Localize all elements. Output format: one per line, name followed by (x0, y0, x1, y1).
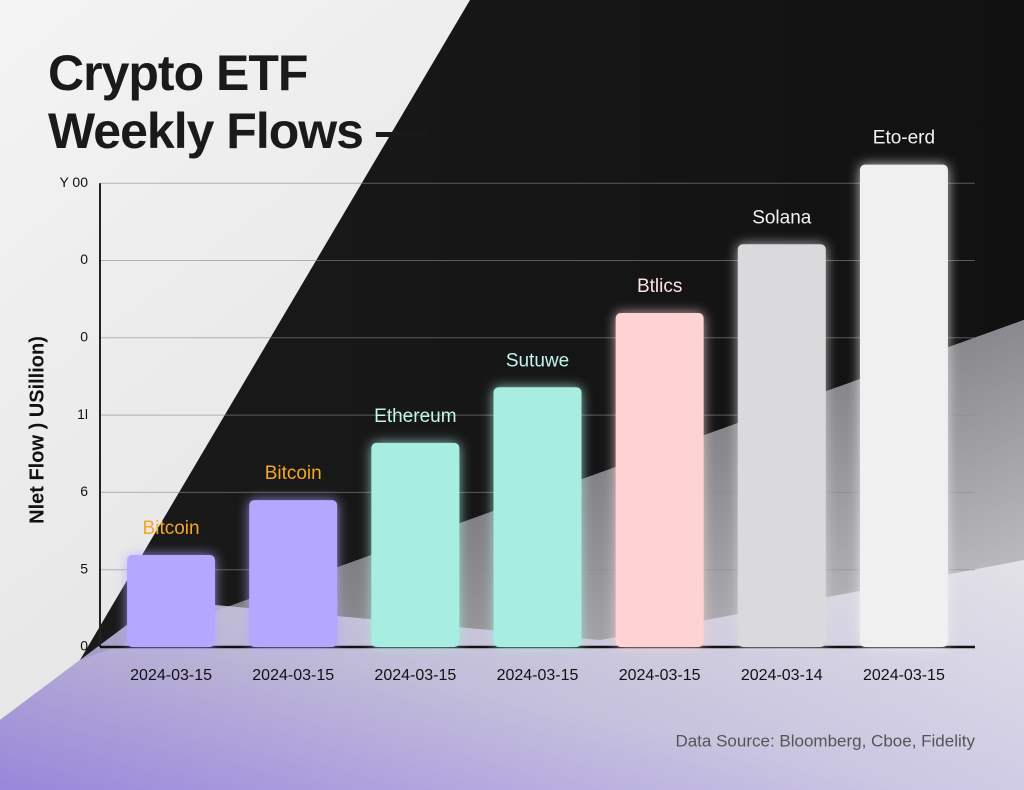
bar (737, 244, 826, 647)
y-tick-label: Y 00 (59, 174, 88, 190)
chart-title: Crypto ETF Weekly Flows — (48, 45, 426, 159)
bar-label: Bitcoin (265, 463, 322, 484)
y-tick-label: 0 (80, 638, 88, 654)
bar-label: Btlics (637, 276, 682, 297)
bar-label: Bitcoin (143, 518, 200, 539)
x-tick-label: 2024-03-15 (130, 667, 212, 684)
x-tick-label: 2024-03-15 (374, 667, 456, 684)
bar-label: Eto-erd (873, 128, 935, 149)
bar (127, 555, 216, 647)
x-tick-label: 2024-03-15 (863, 667, 945, 684)
y-tick-label: 0 (80, 251, 88, 267)
x-tick-label: 2024-03-14 (741, 667, 823, 684)
bar-label: Ethereum (374, 406, 456, 427)
bar (859, 164, 948, 647)
bar (371, 442, 460, 647)
source: Data Source: Bloomberg, Cboe, Fidelity (675, 731, 975, 750)
bar (249, 500, 338, 647)
y-tick-label: 5 (80, 560, 88, 576)
bar-label: Solana (752, 207, 812, 228)
x-tick-label: 2024-03-15 (497, 667, 579, 684)
y-tick-label: 1l (77, 406, 88, 422)
bar-label: Sutuwe (506, 350, 569, 371)
y-axis-label: Nlet Flow ) USillion) (26, 336, 48, 524)
y-tick-label: 6 (80, 483, 88, 499)
background-dark (80, 0, 1024, 660)
bar (615, 313, 704, 647)
x-tick-label: 2024-03-15 (619, 667, 701, 684)
bar (493, 387, 582, 647)
x-tick-label: 2024-03-15 (252, 667, 334, 684)
y-tick-label: 0 (80, 328, 88, 344)
